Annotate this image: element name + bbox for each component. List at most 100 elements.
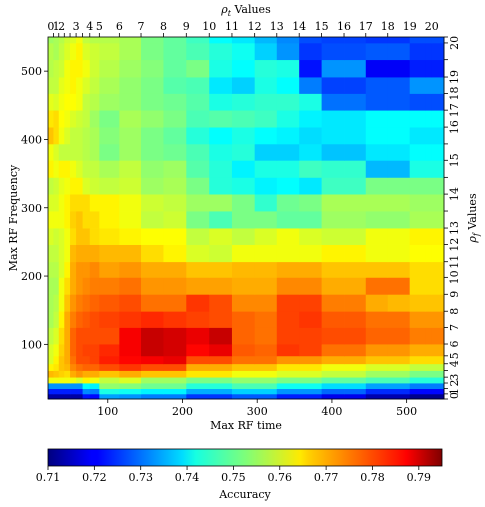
heatmap-cell [163, 59, 187, 78]
heatmap-cell [99, 344, 120, 357]
heatmap-cell [186, 388, 210, 395]
right-tick-label: 14 [448, 187, 461, 201]
heatmap-cell [254, 77, 278, 94]
right-tick-label: 19 [448, 70, 461, 84]
heatmap-cell [141, 160, 164, 178]
heatmap-cell [53, 277, 60, 295]
heatmap-cell [48, 377, 54, 384]
heatmap-cell [89, 388, 100, 395]
heatmap-cell [276, 355, 300, 365]
heatmap-cell [231, 127, 256, 145]
heatmap-cell [365, 211, 389, 229]
heatmap-cell [387, 211, 411, 229]
heatmap-cell [99, 127, 120, 145]
top-tick-label: 8 [160, 20, 167, 33]
heatmap-cell [276, 244, 300, 263]
heatmap-cell [82, 110, 91, 128]
heatmap-cell [425, 244, 433, 263]
heatmap-cell [76, 177, 83, 195]
heatmap-cell [209, 363, 233, 371]
heatmap-cell [321, 393, 345, 400]
heatmap-cell [99, 383, 120, 390]
heatmap-cell [141, 228, 164, 245]
heatmap-cell [48, 244, 54, 263]
heatmap-cell [425, 194, 433, 212]
heatmap-cell [186, 327, 210, 345]
heatmap-cell [365, 393, 389, 400]
heatmap-cell [76, 261, 83, 278]
heatmap-cell [58, 127, 65, 145]
heatmap-cell [48, 42, 54, 61]
heatmap-cell [53, 311, 60, 328]
heatmap-cell [48, 363, 54, 371]
right-tick-label: 2 [448, 380, 461, 387]
heatmap-cell [82, 377, 91, 384]
heatmap-cell [344, 177, 367, 195]
heatmap-cell [276, 393, 300, 400]
heatmap-cell [70, 370, 77, 378]
heatmap-cell [119, 37, 142, 44]
heatmap-cell [99, 211, 120, 229]
heatmap-cell [70, 327, 77, 345]
heatmap-cell [89, 77, 100, 94]
right-tick-label: 9 [448, 291, 461, 298]
heatmap-cell [76, 93, 83, 111]
heatmap-cell [163, 277, 187, 295]
heatmap-cell [425, 377, 433, 384]
heatmap-cell [186, 377, 210, 384]
heatmap-cell [209, 211, 233, 229]
heatmap-cell [58, 42, 65, 61]
heatmap-cell [82, 277, 91, 295]
heatmap-cell [344, 110, 367, 128]
heatmap-cell [70, 294, 77, 312]
colorbar-tick-label: 0.74 [175, 471, 200, 484]
heatmap-cell [209, 311, 233, 328]
heatmap-cell [299, 327, 323, 345]
heatmap-cell [70, 228, 77, 245]
heatmap-cell [58, 393, 65, 400]
heatmap-cell [209, 294, 233, 312]
heatmap-cell [254, 93, 278, 111]
heatmap-cell [89, 37, 100, 44]
colorbar-tick-label: 0.75 [221, 471, 246, 484]
heatmap-cell [387, 127, 411, 145]
heatmap-cell [299, 383, 323, 390]
heatmap-cell [53, 59, 60, 78]
heatmap-cell [365, 311, 389, 328]
heatmap-cell [299, 244, 323, 263]
heatmap-cell [425, 261, 433, 278]
heatmap-cell [425, 370, 433, 378]
heatmap-cell [58, 261, 65, 278]
heatmap-cell [299, 77, 323, 94]
heatmap-cell [276, 37, 300, 44]
x-tick-label: 400 [321, 405, 342, 418]
heatmap-cell [231, 388, 256, 395]
heatmap-cell [321, 388, 345, 395]
heatmap-cell [209, 228, 233, 245]
heatmap-cell [231, 93, 256, 111]
heatmap-cell [431, 261, 445, 278]
heatmap-cell [70, 355, 77, 365]
heatmap-cell [70, 344, 77, 357]
heatmap-cell [64, 228, 71, 245]
heatmap-cell [186, 294, 210, 312]
heatmap-cell [64, 93, 71, 111]
heatmap-cell [64, 177, 71, 195]
heatmap-cell [64, 59, 71, 78]
heatmap-cell [276, 77, 300, 94]
heatmap-cell [209, 143, 233, 161]
heatmap-cell [409, 277, 426, 295]
heatmap-cell [58, 177, 65, 195]
heatmap-cell [299, 261, 323, 278]
heatmap-cell [89, 42, 100, 61]
heatmap-cell [119, 244, 142, 263]
heatmap-cell [58, 37, 65, 44]
heatmap-cell [119, 177, 142, 195]
heatmap-cell [141, 370, 164, 378]
heatmap-cell [387, 294, 411, 312]
heatmap-cell [321, 37, 345, 44]
heatmap-cell [48, 59, 54, 78]
heatmap-cell [82, 93, 91, 111]
heatmap-cell [276, 294, 300, 312]
heatmap-cell [431, 42, 445, 61]
